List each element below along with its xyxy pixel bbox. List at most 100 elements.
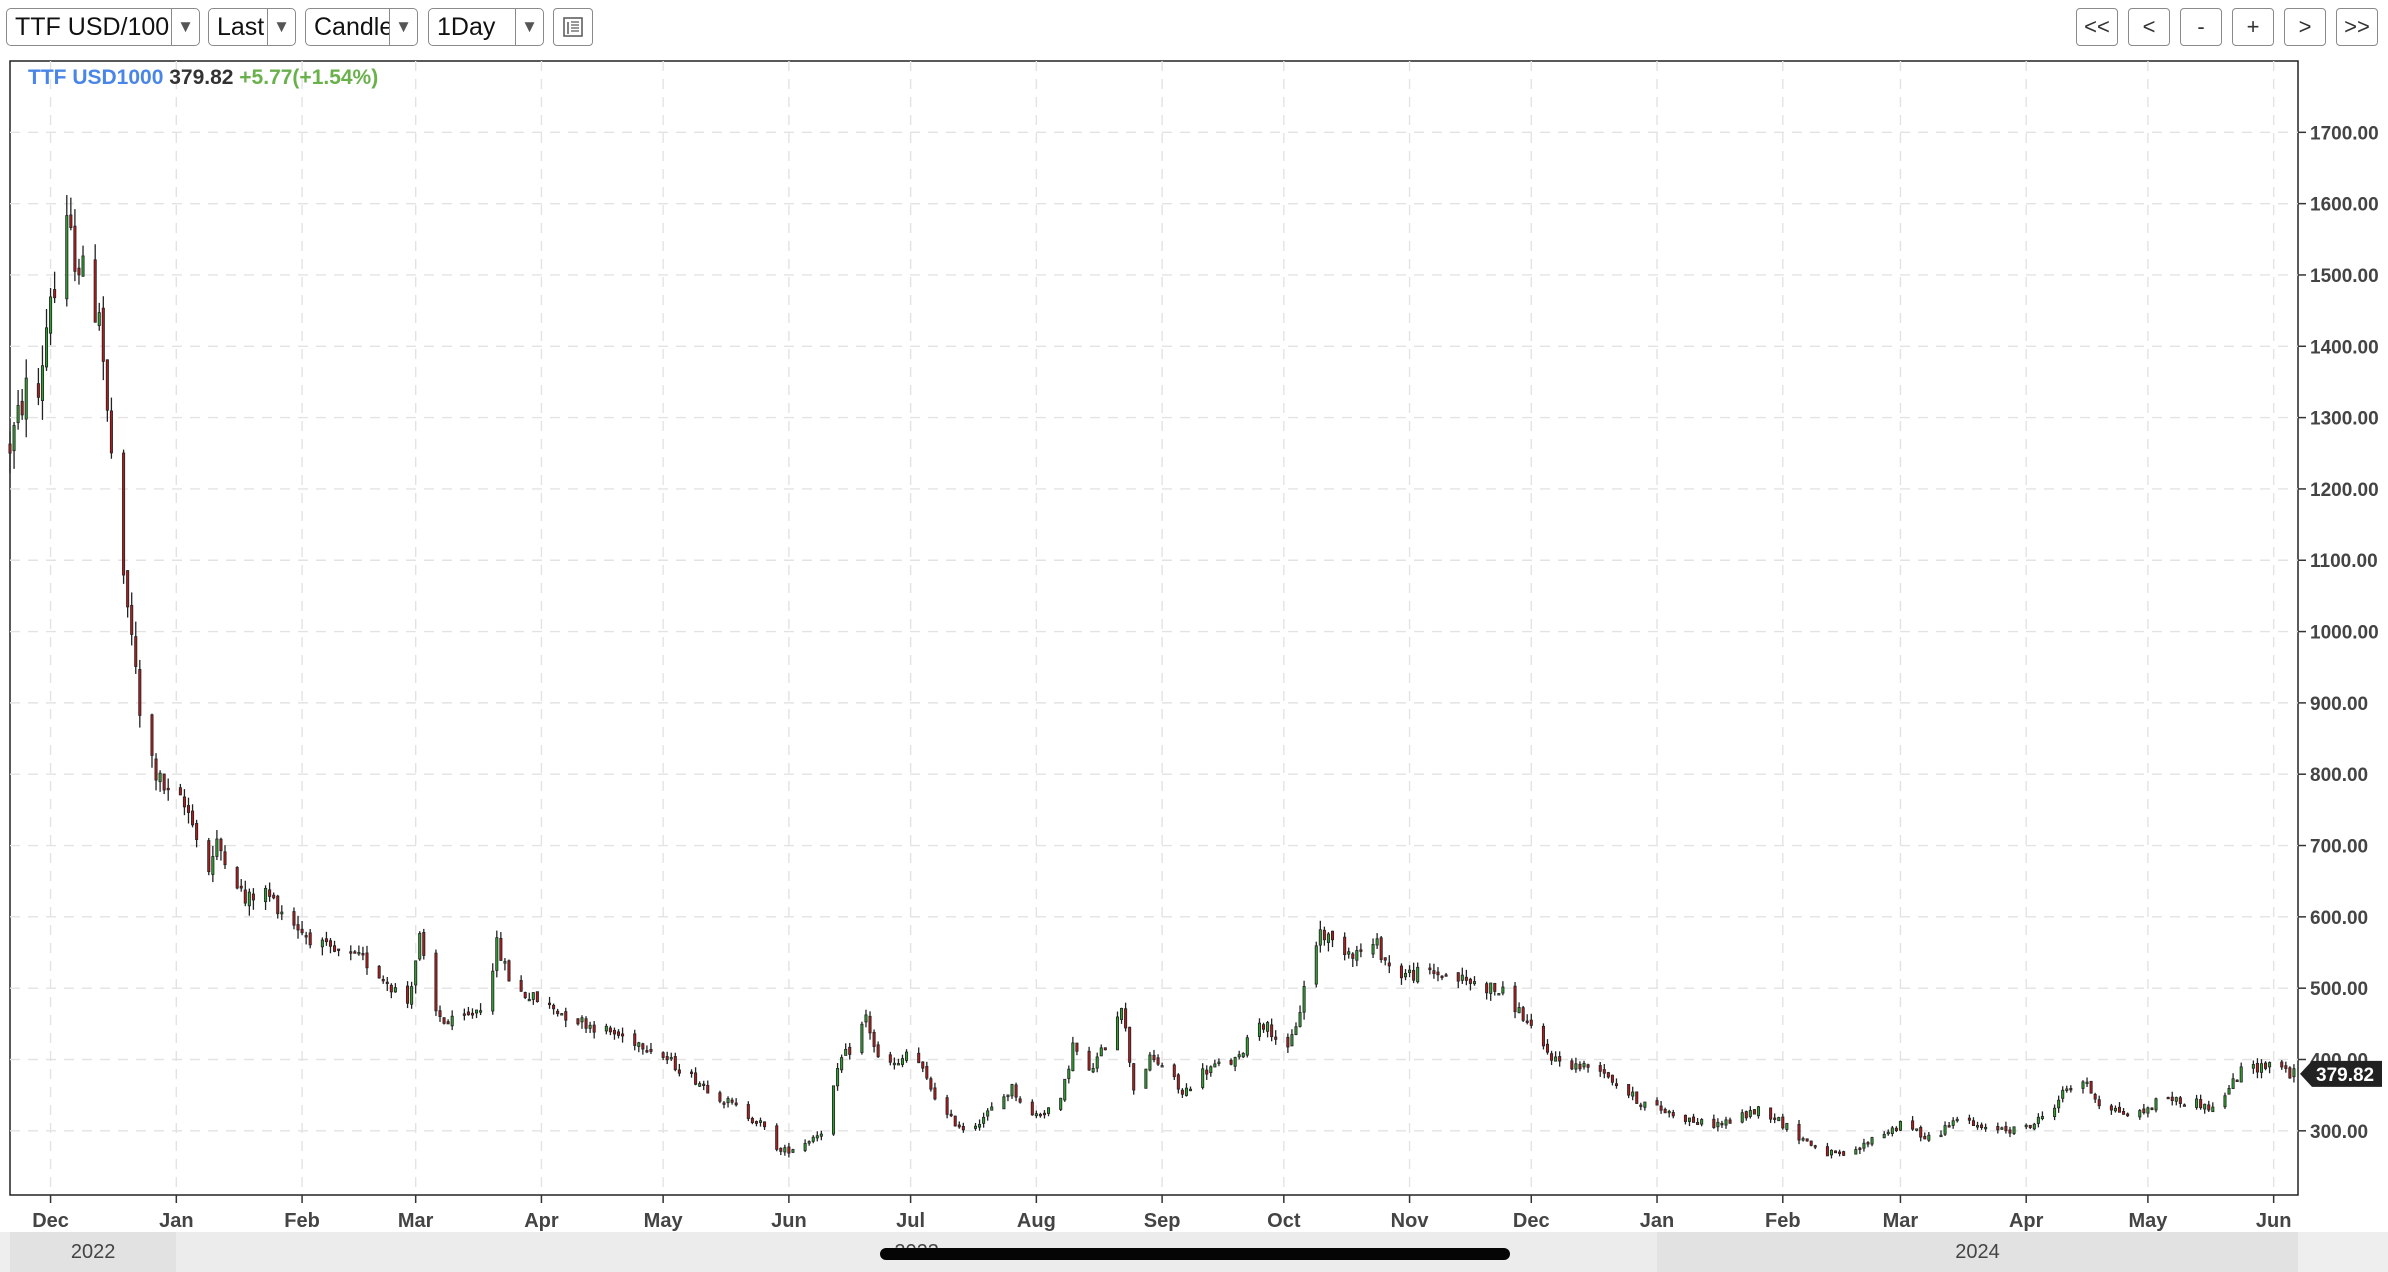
candle-body (1554, 1056, 1558, 1062)
candle (621, 1027, 625, 1043)
scroll-last-button[interactable]: >> (2336, 8, 2378, 46)
candle-body (105, 359, 109, 411)
chevron-down-icon[interactable]: ▼ (171, 9, 199, 45)
candle-body (580, 1017, 584, 1023)
candle-body (787, 1146, 791, 1154)
candle-body (929, 1078, 933, 1090)
horizontal-scrollbar[interactable] (880, 1248, 1510, 1260)
zoom-out-button[interactable]: - (2180, 8, 2222, 46)
candle (1294, 1022, 1298, 1036)
candle-body (2227, 1088, 2231, 1095)
candle (860, 1021, 864, 1055)
candle-body (1829, 1149, 1833, 1156)
price-field-select-value: Last (217, 12, 265, 41)
symbol-select[interactable]: TTF USD/100 ▼ (6, 8, 200, 46)
scroll-prev-button[interactable]: < (2128, 8, 2170, 46)
scroll-first-button[interactable]: << (2076, 8, 2118, 46)
candle-body (1911, 1120, 1915, 1130)
candle (900, 1054, 904, 1068)
candle (1464, 969, 1468, 986)
candle-body (961, 1125, 965, 1131)
candle (750, 1116, 754, 1125)
candle (93, 244, 97, 323)
candle-body (1213, 1063, 1217, 1068)
chevron-down-icon[interactable]: ▼ (267, 9, 295, 45)
candle-body (1047, 1107, 1051, 1114)
candle-body (1099, 1047, 1103, 1057)
candle-body (1087, 1050, 1091, 1071)
candle (1785, 1122, 1789, 1132)
candle-body (556, 1010, 560, 1015)
candle-body (608, 1027, 612, 1033)
candle-body (1687, 1117, 1692, 1122)
candle (450, 1010, 454, 1031)
candle (1923, 1132, 1927, 1140)
candle (580, 1015, 584, 1029)
candle-body (677, 1069, 681, 1074)
candle (1663, 1107, 1667, 1114)
candle (138, 659, 142, 728)
candle-body (1627, 1084, 1631, 1096)
candle-body (2089, 1080, 2093, 1094)
candle (328, 937, 332, 954)
candle-body (945, 1097, 949, 1115)
candle (1030, 1099, 1034, 1116)
candle-body (361, 953, 365, 956)
candle-body (1188, 1088, 1193, 1092)
candle (1927, 1131, 1931, 1142)
candle-body (1436, 971, 1440, 976)
candle (304, 931, 308, 945)
candle (1497, 993, 1501, 996)
candle-body (1578, 1063, 1582, 1070)
candle (150, 713, 154, 768)
candle-body (239, 885, 243, 889)
candle (215, 830, 219, 861)
candle-body (1671, 1112, 1675, 1117)
candle-body (2166, 1096, 2170, 1100)
candle-body (1947, 1125, 1951, 1128)
candle-body (1724, 1119, 1728, 1126)
chart-type-select[interactable]: Candle ▼ (305, 8, 418, 46)
candle (1359, 943, 1363, 958)
candlestick-chart[interactable]: 300.00400.00500.00600.00700.00800.00900.… (0, 56, 2388, 1232)
candle-body (1286, 1036, 1290, 1048)
chevron-down-icon[interactable]: ▼ (515, 9, 543, 45)
candle-body (1984, 1126, 1988, 1130)
candle-body (612, 1030, 616, 1035)
candle (925, 1061, 929, 1080)
candle-body (385, 981, 389, 985)
candle (2024, 1123, 2028, 1130)
candle-body (1018, 1098, 1022, 1103)
candle (53, 271, 57, 304)
candle-body (1882, 1133, 1886, 1139)
candle-body (1777, 1117, 1781, 1122)
candle (690, 1069, 694, 1078)
zoom-in-button[interactable]: + (2232, 8, 2274, 46)
candle (292, 907, 296, 930)
candle-body (1756, 1106, 1760, 1117)
candle (2089, 1080, 2093, 1094)
candle-body (1525, 1020, 1529, 1023)
scroll-next-button[interactable]: > (2284, 8, 2326, 46)
chevron-down-icon[interactable]: ▼ (389, 9, 417, 45)
candle-body (1541, 1025, 1545, 1047)
interval-select[interactable]: 1Day ▼ (428, 8, 544, 46)
candle (1444, 972, 1448, 977)
candle (2284, 1061, 2288, 1073)
candle-body (734, 1102, 738, 1106)
candle-body (1132, 1063, 1136, 1091)
candle (1132, 1062, 1136, 1095)
table-view-button[interactable] (553, 8, 593, 46)
price-field-select[interactable]: Last ▼ (208, 8, 296, 46)
candle-body (2028, 1124, 2032, 1128)
candle-body (2085, 1081, 2089, 1085)
candle-body (2235, 1079, 2239, 1082)
candle (434, 949, 438, 1016)
candle-body (519, 980, 523, 992)
candle (803, 1139, 807, 1153)
candle (219, 837, 223, 861)
candle-body (365, 952, 369, 969)
candle-body (973, 1125, 978, 1129)
candle (1472, 976, 1476, 986)
candle-body (560, 1013, 564, 1016)
